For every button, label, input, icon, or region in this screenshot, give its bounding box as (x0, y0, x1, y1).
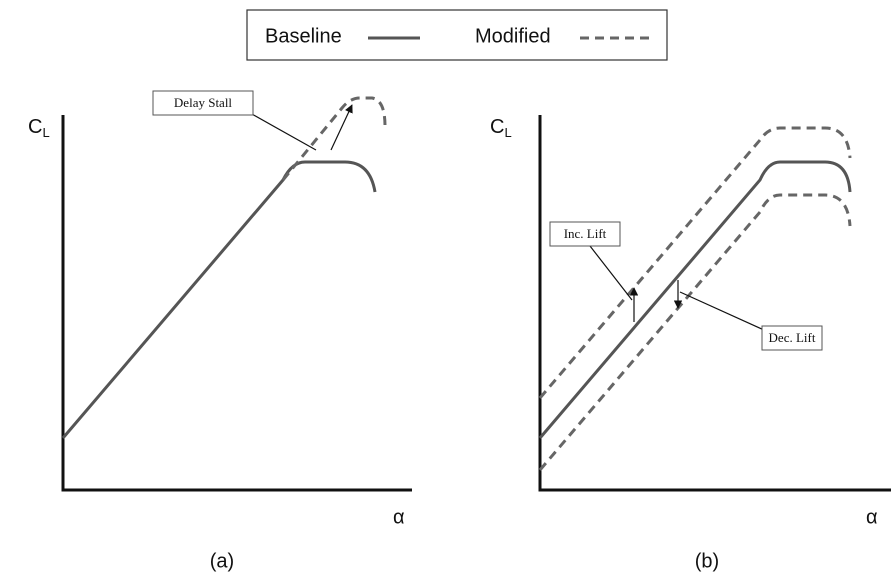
y-label: CL (28, 116, 50, 140)
leader-line (679, 291, 765, 331)
axes (538, 115, 891, 492)
annotation: Dec. Lift (769, 330, 816, 345)
annotation: Inc. Lift (564, 226, 607, 241)
annotation-box (761, 325, 823, 351)
annotation-box (152, 90, 254, 116)
baseline-curve (61, 160, 377, 439)
modified-curve (281, 96, 387, 181)
panel-b: CL α (b) Inc. Lift Dec. Lift (490, 115, 891, 572)
annotation: Delay Stall (174, 95, 233, 110)
legend-label: Baseline (265, 25, 342, 47)
annotation-box (549, 221, 621, 247)
modified-upper-curve (538, 126, 852, 399)
x-label: α (393, 506, 405, 528)
modified-lower-curve (538, 193, 852, 471)
x-label: α (866, 506, 878, 528)
arrow (330, 104, 353, 151)
legend-label: Modified (475, 25, 551, 47)
baseline-curve (538, 160, 852, 439)
legend-box (246, 9, 668, 61)
panel-label: (b) (695, 550, 719, 572)
axes (61, 115, 412, 492)
leader-line (589, 245, 633, 301)
leader-line (249, 112, 317, 151)
panel-label: (a) (210, 550, 234, 572)
y-label: CL (490, 116, 512, 140)
panel-a: CL α (a) Delay Stall (28, 90, 412, 572)
